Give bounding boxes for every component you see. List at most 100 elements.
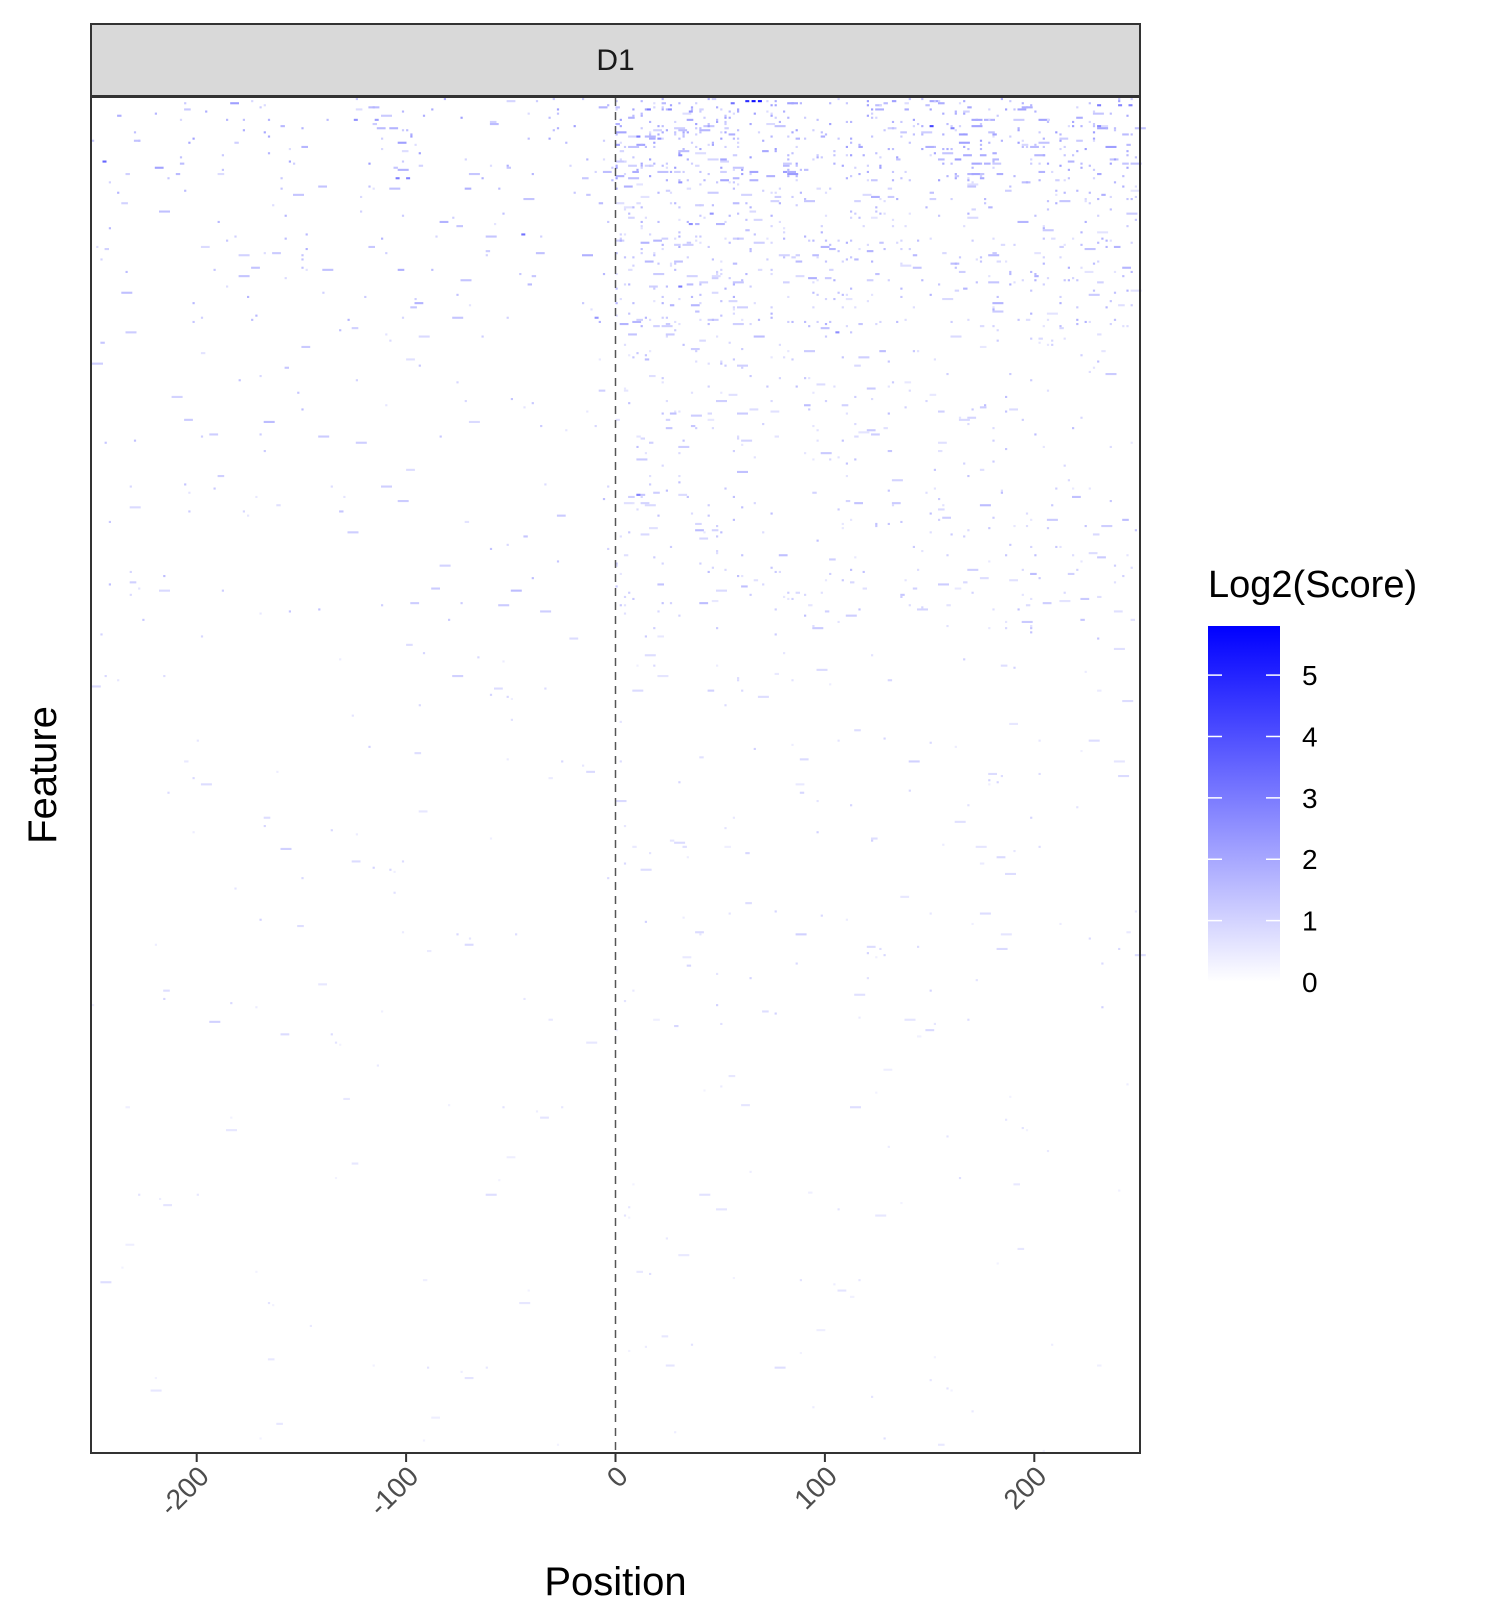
heatmap-cell: [770, 112, 773, 115]
heatmap-cell: [653, 254, 656, 257]
heatmap-cell: [858, 248, 861, 251]
heatmap-cell: [1055, 189, 1058, 192]
heatmap-cell: [1042, 256, 1045, 259]
heatmap-cell: [682, 170, 685, 173]
heatmap-cell: [1034, 279, 1037, 282]
heatmap-cell: [263, 104, 266, 107]
heatmap-cell: [728, 214, 731, 217]
heatmap-cell: [267, 152, 271, 155]
heatmap-cell: [695, 152, 707, 155]
heatmap-cell: [644, 216, 647, 219]
heatmap-cell: [406, 129, 409, 132]
heatmap-cell: [142, 618, 145, 621]
heatmap-cell: [104, 248, 109, 251]
heatmap-cell: [381, 237, 384, 240]
heatmap-cell: [678, 445, 690, 448]
heatmap-cell: [628, 135, 640, 138]
heatmap-cell: [854, 200, 861, 203]
heatmap-cell: [674, 166, 677, 169]
heatmap-cell: [963, 154, 972, 157]
heatmap-cell: [732, 283, 735, 286]
heatmap-cell: [1005, 260, 1008, 263]
heatmap-cell: [774, 672, 779, 675]
heatmap-cell: [703, 531, 706, 534]
heatmap-cell: [1097, 689, 1102, 692]
heatmap-cell: [858, 143, 861, 146]
heatmap-cell: [963, 287, 968, 290]
heatmap-cell: [1025, 106, 1029, 109]
heatmap-cell: [707, 514, 710, 517]
heatmap-cell: [711, 600, 719, 603]
heatmap-cell: [925, 1029, 935, 1032]
heatmap-cell: [1009, 543, 1012, 546]
heatmap-cell: [556, 112, 560, 115]
heatmap-cell: [1021, 418, 1024, 421]
heatmap-cell: [804, 404, 811, 407]
heatmap-cell: [850, 804, 853, 807]
heatmap-cell: [674, 131, 677, 134]
heatmap-cell: [996, 114, 999, 117]
heatmap-cell: [686, 495, 689, 498]
heatmap-cell: [636, 135, 641, 138]
heatmap-cell: [393, 870, 396, 873]
heatmap-cell: [824, 239, 828, 242]
heatmap-cell: [632, 256, 635, 259]
heatmap-cell: [971, 922, 974, 925]
heatmap-cell: [699, 293, 702, 296]
heatmap-cell: [816, 118, 819, 121]
heatmap-cell: [607, 220, 610, 223]
heatmap-cell: [330, 1033, 333, 1036]
heatmap-cell: [1084, 320, 1087, 323]
heatmap-cell: [368, 745, 371, 748]
heatmap-cell: [1076, 318, 1079, 321]
heatmap-cell: [820, 914, 823, 917]
heatmap-cell: [582, 764, 585, 767]
heatmap-cell: [665, 285, 668, 288]
heatmap-cell: [770, 273, 773, 276]
heatmap-cell: [925, 104, 930, 107]
heatmap-cell: [678, 150, 690, 153]
heatmap-cell: [259, 1437, 262, 1440]
heatmap-cell: [992, 166, 995, 169]
heatmap-cell: [858, 173, 861, 176]
heatmap-cell: [908, 789, 911, 792]
heatmap-cell: [770, 200, 780, 203]
heatmap-cell: [1126, 143, 1131, 146]
heatmap-cell: [251, 266, 260, 269]
heatmap-cell: [845, 120, 848, 123]
heatmap-cell: [716, 400, 727, 403]
heatmap-cell: [778, 554, 788, 557]
heatmap-cell: [1084, 525, 1087, 528]
heatmap-cell: [1105, 245, 1108, 248]
heatmap-cell: [636, 202, 641, 205]
heatmap-cell: [1088, 202, 1091, 205]
heatmap-cell: [640, 437, 645, 440]
heatmap-cell: [728, 393, 738, 396]
heatmap-cell: [732, 168, 735, 171]
heatmap-cell: [716, 972, 719, 975]
heatmap-cell: [711, 141, 714, 144]
heatmap-cell: [699, 110, 702, 113]
heatmap-cell: [1042, 229, 1054, 232]
heatmap-cell: [343, 1097, 350, 1100]
heatmap-cell: [1118, 104, 1123, 107]
heatmap-cell: [540, 235, 543, 238]
heatmap-cell: [573, 191, 576, 194]
heatmap-cell: [234, 887, 237, 890]
heatmap-cell: [540, 1116, 549, 1119]
heatmap-cell: [850, 141, 853, 144]
heatmap-cell: [649, 164, 652, 167]
heatmap-cell: [1092, 168, 1096, 171]
heatmap-cell: [770, 306, 773, 309]
heatmap-cell: [678, 206, 681, 209]
heatmap-cell: [896, 320, 899, 323]
heatmap-cell: [728, 912, 731, 915]
heatmap-cell: [628, 177, 640, 180]
heatmap-cell: [854, 729, 861, 732]
heatmap-cell: [305, 268, 308, 271]
heatmap-cell: [824, 579, 828, 582]
heatmap-cell: [125, 331, 137, 334]
heatmap-cell: [900, 593, 905, 596]
heatmap-cell: [791, 256, 796, 259]
heatmap-cell: [883, 427, 888, 430]
